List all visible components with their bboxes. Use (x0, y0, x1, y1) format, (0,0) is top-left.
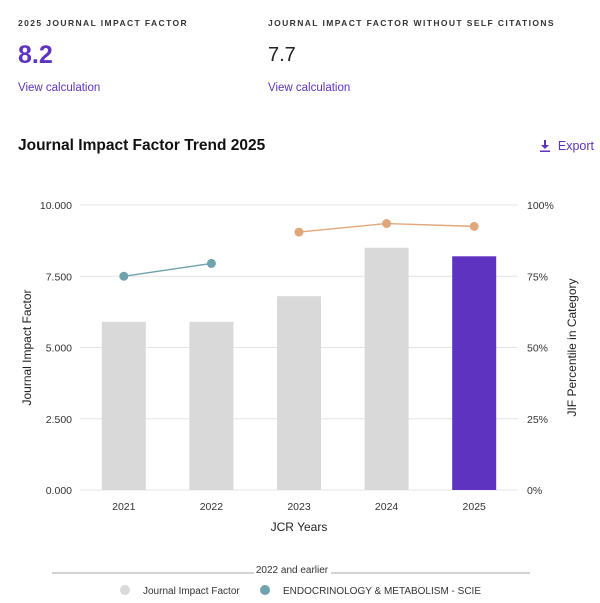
y-right-tick-label: 0% (527, 485, 542, 497)
x-tick-label: 2025 (463, 501, 487, 513)
jif-bar (189, 321, 234, 490)
x-tick-label: 2023 (287, 501, 311, 513)
export-button[interactable]: Export (539, 139, 594, 153)
y-tick-label: 0.000 (46, 485, 72, 497)
jif-bar (452, 256, 497, 490)
percentile-early-point (206, 258, 216, 268)
legend-header: 2022 and earlier (256, 565, 329, 576)
y-tick-label: 10.000 (40, 200, 72, 212)
legend-swatch-category (260, 585, 270, 595)
jif-no-self-citations-metric: JOURNAL IMPACT FACTOR WITHOUT SELF CITAT… (268, 18, 555, 94)
percentile-late-point (469, 221, 479, 231)
y-right-tick-label: 100% (527, 200, 554, 212)
y-right-tick-label: 50% (527, 343, 548, 355)
trend-section-title: Journal Impact Factor Trend 2025 (18, 137, 266, 154)
jif-view-calculation-link[interactable]: View calculation (18, 82, 101, 94)
x-tick-label: 2021 (112, 501, 136, 513)
y-axis-title: Journal Impact Factor (20, 289, 34, 405)
percentile-early-line (123, 262, 212, 277)
percentile-late-point (382, 219, 392, 229)
x-axis-title: JCR Years (271, 520, 328, 534)
y-tick-label: 2.500 (46, 414, 72, 426)
y-right-tick-label: 25% (527, 414, 548, 426)
y-right-tick-label: 75% (527, 271, 548, 283)
legend-label-jif: Journal Impact Factor (143, 586, 240, 597)
x-tick-label: 2022 (200, 501, 224, 513)
download-icon (539, 140, 550, 152)
export-label: Export (557, 139, 594, 153)
jif-label: 2025 JOURNAL IMPACT FACTOR (18, 18, 189, 28)
jif-bar (364, 247, 409, 490)
jif-value: 8.2 (18, 41, 53, 69)
jif-bar (101, 321, 146, 490)
jif-bar (277, 296, 321, 490)
y-tick-label: 5.000 (46, 343, 72, 355)
jif-no-self-citations-label: JOURNAL IMPACT FACTOR WITHOUT SELF CITAT… (268, 18, 555, 28)
jif-metric: 2025 JOURNAL IMPACT FACTOR 8.2 View calc… (18, 18, 188, 94)
jif-no-self-citations-view-calculation-link[interactable]: View calculation (268, 82, 351, 94)
legend-swatch-jif (120, 585, 130, 595)
percentile-early-point (119, 271, 129, 281)
x-tick-label: 2024 (375, 501, 399, 513)
legend-label-category: ENDOCRINOLOGY & METABOLISM - SCIE (283, 586, 481, 597)
percentile-late-point (294, 227, 304, 237)
y-tick-label: 7.500 (46, 271, 72, 283)
jif-no-self-citations-value: 7.7 (268, 44, 296, 66)
y-right-axis-title: JIF Percentile in Category (565, 278, 579, 416)
